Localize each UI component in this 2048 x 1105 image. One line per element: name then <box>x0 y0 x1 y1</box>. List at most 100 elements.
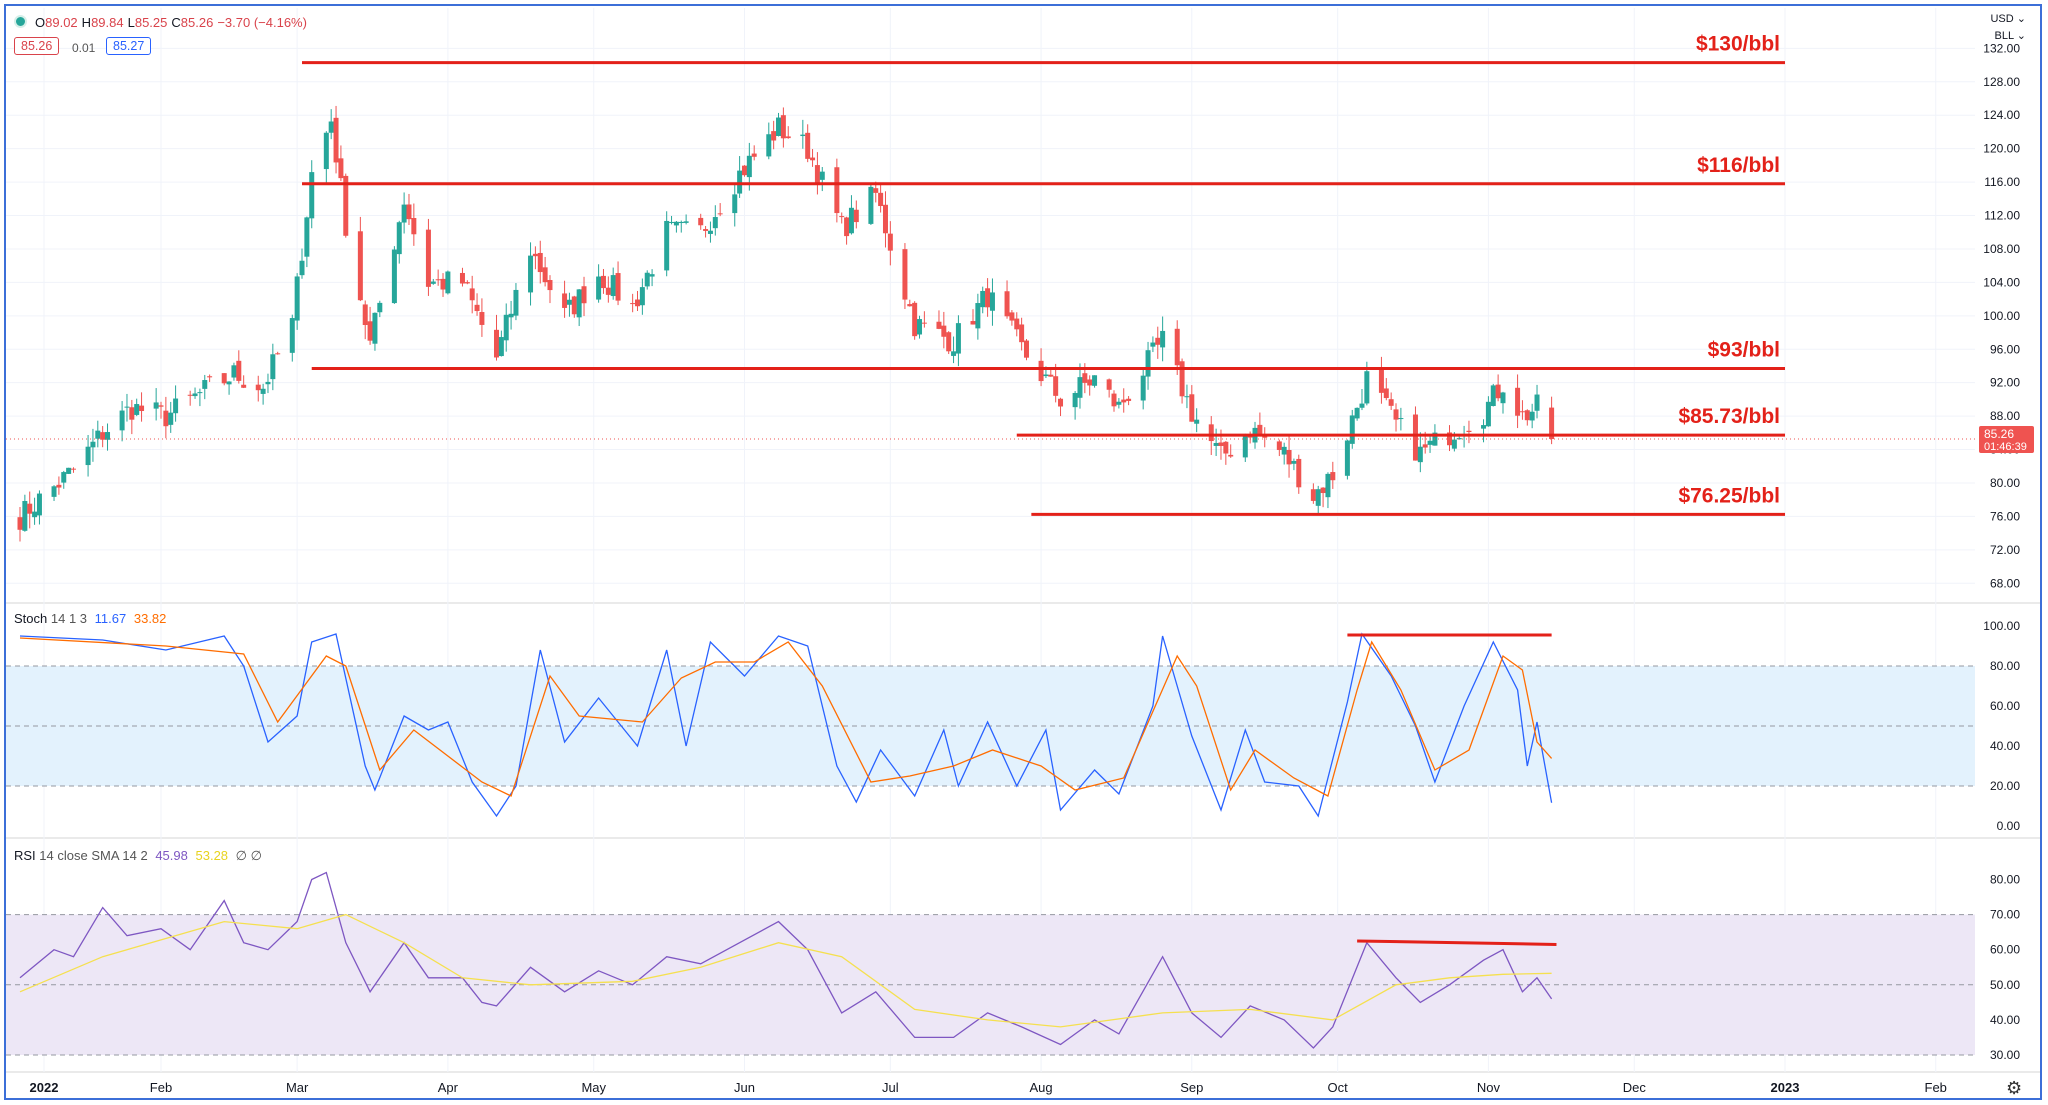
candle-body <box>70 468 76 470</box>
ask-box[interactable]: 85.27 <box>106 37 152 55</box>
candle-body <box>1422 444 1428 448</box>
candle-body <box>970 321 976 325</box>
candle-body <box>51 486 57 497</box>
time-axis-label: 2022 <box>30 1080 59 1095</box>
candle-body <box>547 280 553 291</box>
currency-selector[interactable]: USD ⌄ <box>1990 12 2026 25</box>
candle-body <box>226 381 232 385</box>
candle-body <box>596 276 602 300</box>
candle-body <box>839 216 845 218</box>
candle-body <box>810 157 816 161</box>
candle-body <box>776 117 782 136</box>
candle-body <box>683 221 689 223</box>
candle-body <box>1053 376 1059 396</box>
stoch-legend[interactable]: Stoch 14 1 3 11.67 33.82 <box>14 611 166 626</box>
candle-body <box>562 293 568 308</box>
symbol-dot-icon <box>14 15 27 28</box>
candle-body <box>1126 398 1132 401</box>
candle-body <box>1534 394 1540 411</box>
candle-body <box>1058 398 1064 407</box>
time-axis-label: Feb <box>150 1080 172 1095</box>
gear-icon[interactable]: ⚙ <box>2006 1078 2023 1098</box>
candle-body <box>479 312 485 325</box>
candle-body <box>868 186 874 224</box>
candle-body <box>85 446 91 466</box>
candle-body <box>1092 375 1098 386</box>
candle-body <box>32 511 38 518</box>
price-axis-label: 96.00 <box>1990 342 2020 356</box>
time-axis-label: Jun <box>734 1080 755 1095</box>
candle-body <box>36 493 42 516</box>
candle-body <box>576 289 582 318</box>
candle-body <box>1286 450 1292 465</box>
candle-body <box>1451 439 1457 449</box>
candle-body <box>124 406 130 408</box>
oscillator-series-line <box>19 913 1552 1028</box>
candle-body <box>1145 350 1151 377</box>
time-axis-label: Apr <box>438 1080 459 1095</box>
candle-body <box>848 207 854 234</box>
oscillator-axis-label: 30.00 <box>1990 1048 2020 1062</box>
candle-body <box>985 288 991 308</box>
candle-body <box>362 304 368 326</box>
candle-body <box>129 407 135 420</box>
candle-body <box>513 289 519 316</box>
candle-body <box>844 217 850 237</box>
candle-body <box>1320 487 1326 494</box>
rsi-legend[interactable]: RSI 14 close SMA 14 2 45.98 53.28 ∅ ∅ <box>14 848 262 864</box>
candle-body <box>95 430 101 439</box>
candle-body <box>600 275 606 289</box>
price-axis-label: 76.00 <box>1990 509 2020 523</box>
candle-body <box>464 282 470 284</box>
candle-body <box>1043 374 1049 377</box>
last-price-countdown: 01:46:39 <box>1984 441 2027 453</box>
candle-body <box>1524 410 1530 421</box>
candle-body <box>581 286 587 304</box>
bid-box[interactable]: 85.26 <box>14 37 60 55</box>
candle-body <box>571 296 577 315</box>
oscillator-axis-label: 80.00 <box>1990 659 2020 673</box>
candle-body <box>780 115 786 139</box>
level-label: $85.73/bbl <box>1678 405 1780 428</box>
candle-body <box>1485 401 1491 427</box>
ohlc-header: O89.02 H89.84 L85.25 C85.26 −3.70 (−4.16%) <box>14 15 311 30</box>
currency-label: USD <box>1990 13 2014 25</box>
candle-body <box>1262 435 1268 438</box>
time-axis-label: Nov <box>1477 1080 1501 1095</box>
candle-body <box>494 329 500 358</box>
candle-body <box>333 117 339 163</box>
candle-body <box>712 217 718 229</box>
candle-body <box>17 517 23 530</box>
time-axis-label: Feb <box>1925 1080 1947 1095</box>
candle-body <box>703 229 709 231</box>
time-axis-label: Sep <box>1180 1080 1203 1095</box>
candle-body <box>100 432 106 440</box>
candle-body <box>187 394 193 396</box>
candle-body <box>396 222 402 255</box>
candle-body <box>1344 440 1350 476</box>
candle-body <box>1087 379 1093 386</box>
candle-body <box>134 404 140 415</box>
candle-body <box>503 314 509 341</box>
candle-body <box>1383 388 1389 399</box>
candle-body <box>1194 419 1200 424</box>
candle-body <box>1490 385 1496 407</box>
candle-body <box>566 299 572 305</box>
unit-selector[interactable]: BLL ⌄ <box>1995 29 2026 42</box>
candle-body <box>1388 399 1394 406</box>
candle-body <box>27 503 33 514</box>
candle-body <box>270 354 276 380</box>
candle-body <box>304 217 310 257</box>
candle-body <box>1014 318 1020 330</box>
unit-label: BLL <box>1994 30 2014 42</box>
candle-body <box>980 290 986 308</box>
candle-body <box>528 255 534 293</box>
candle-body <box>921 322 927 324</box>
rsi-title: RSI <box>14 848 36 863</box>
price-axis-label: 128.00 <box>1983 75 2020 89</box>
candle-body <box>1009 312 1015 321</box>
candle-body <box>732 194 738 214</box>
candle-body <box>1213 442 1219 446</box>
chevron-down-icon: ⌄ <box>2016 13 2026 25</box>
